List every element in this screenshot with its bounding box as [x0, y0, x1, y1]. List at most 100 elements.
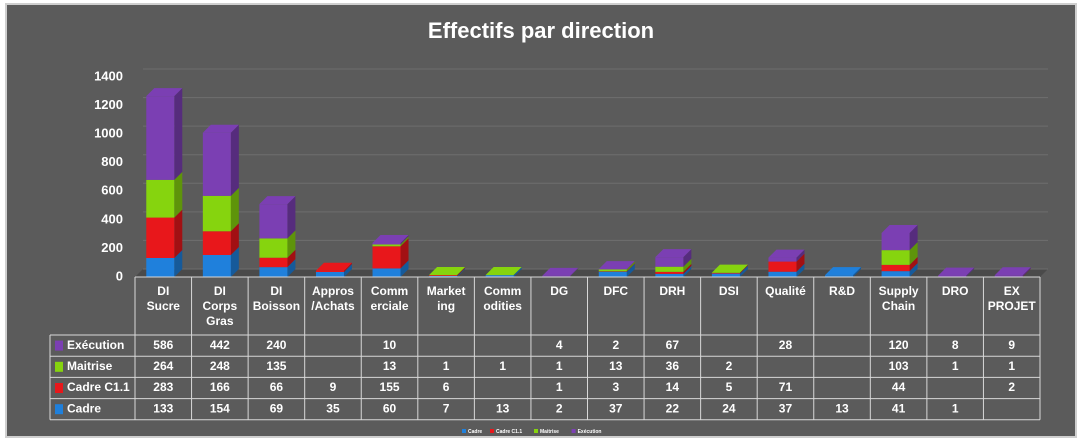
table-value: 41	[892, 401, 906, 415]
bar-segment	[146, 179, 175, 218]
bar-side	[626, 263, 635, 272]
category-text: DI Corps Gras	[202, 284, 238, 328]
bar-side	[853, 267, 862, 277]
bar-side	[739, 264, 748, 274]
bar-side	[796, 249, 805, 262]
category-text: Comm erciale	[370, 284, 409, 313]
x-tick-label: Market ing	[418, 284, 475, 314]
legend-label: Cadre C1.1	[496, 429, 522, 435]
table-value: 37	[779, 401, 793, 415]
table-value: 60	[383, 401, 397, 415]
bar-side	[796, 253, 805, 272]
table-value: 2	[726, 359, 733, 373]
table-value: 5	[726, 380, 733, 394]
bar-side	[909, 225, 918, 251]
bar-side	[174, 171, 183, 218]
category-text: DRO	[941, 284, 969, 298]
category-text: Supply Chain	[878, 284, 919, 313]
bar-segment	[825, 275, 854, 277]
bar-top	[994, 267, 1031, 276]
bar-side	[513, 267, 522, 276]
bar-side	[966, 268, 975, 277]
bar-segment	[146, 96, 175, 180]
legend-key	[490, 429, 494, 433]
table-value: 1	[443, 359, 450, 373]
bar-segment	[655, 257, 684, 267]
x-tick-label: DRO	[927, 284, 984, 299]
table-value: 8	[952, 338, 959, 352]
bar-top	[711, 264, 748, 273]
bar-top	[542, 267, 579, 276]
bar-segment	[372, 244, 401, 247]
bar-side	[1022, 268, 1031, 277]
bar-side	[400, 260, 409, 277]
legend-label: Cadre	[468, 429, 482, 435]
bar-segment	[202, 231, 231, 255]
table-value: 9	[1008, 338, 1015, 352]
bar-segment	[315, 272, 344, 277]
table-value: 1	[499, 359, 506, 373]
bar-top	[485, 267, 522, 275]
y-tick-label: 1200	[94, 97, 123, 112]
y-tick-label: 800	[101, 154, 123, 169]
bar-side	[683, 263, 692, 274]
legend-label: Cadre	[67, 401, 101, 415]
bar-side	[174, 250, 183, 277]
bar-segment	[542, 275, 571, 277]
bar-segment	[598, 269, 627, 272]
table-value: 7	[443, 401, 450, 415]
bar-side	[400, 238, 409, 269]
category-text: R&D	[829, 284, 856, 298]
bar-segment	[711, 272, 740, 274]
bar-side	[966, 268, 975, 277]
bar-segment	[485, 275, 514, 277]
bar-side	[287, 196, 296, 239]
bar-segment	[598, 271, 627, 277]
bar-segment	[259, 257, 288, 268]
bar-segment	[202, 132, 231, 196]
y-tick-label: 1000	[94, 126, 123, 141]
table-value: 264	[153, 359, 173, 373]
bar-side	[909, 242, 918, 265]
bar-side	[457, 267, 466, 276]
bar-side	[230, 187, 239, 232]
bar-side	[513, 267, 522, 277]
table-value: 240	[266, 338, 286, 352]
bar-side	[909, 256, 918, 272]
bar-segment	[372, 246, 401, 269]
x-tick-label: DI Corps Gras	[192, 284, 249, 329]
legend-label: Cadre C1.1	[67, 380, 130, 394]
table-value: 22	[666, 401, 680, 415]
bar-side	[400, 236, 409, 247]
category-text: DI Sucre	[146, 284, 180, 313]
table-value: 2	[612, 338, 619, 352]
table-value: 103	[889, 359, 909, 373]
x-tick-label: Comm odities	[474, 284, 531, 314]
table-value: 1	[1008, 359, 1015, 373]
category-text: DRH	[659, 284, 686, 298]
bar-side	[683, 265, 692, 277]
table-value: 66	[270, 380, 284, 394]
bar-side	[174, 209, 183, 258]
x-tick-label: EX PROJET	[983, 284, 1040, 314]
bar-segment	[202, 255, 231, 277]
bar-segment	[881, 250, 910, 265]
table-value: 10	[383, 338, 397, 352]
bar-segment	[881, 271, 910, 277]
bar-side	[626, 263, 635, 277]
bar-top	[259, 196, 296, 205]
table-value: 135	[266, 359, 286, 373]
bar-side	[287, 230, 296, 258]
bar-segment	[146, 217, 175, 258]
bar-side	[570, 268, 579, 277]
bar-segment	[881, 233, 910, 251]
y-tick-label: 0	[116, 268, 123, 283]
bar-top	[315, 262, 352, 271]
category-text: Qualité	[765, 284, 806, 298]
table-value: 67	[666, 338, 680, 352]
legend-label: Exécution	[578, 429, 602, 435]
bar-top	[938, 267, 975, 276]
category-text: DI Boisson	[252, 284, 301, 313]
bar-side	[796, 263, 805, 277]
